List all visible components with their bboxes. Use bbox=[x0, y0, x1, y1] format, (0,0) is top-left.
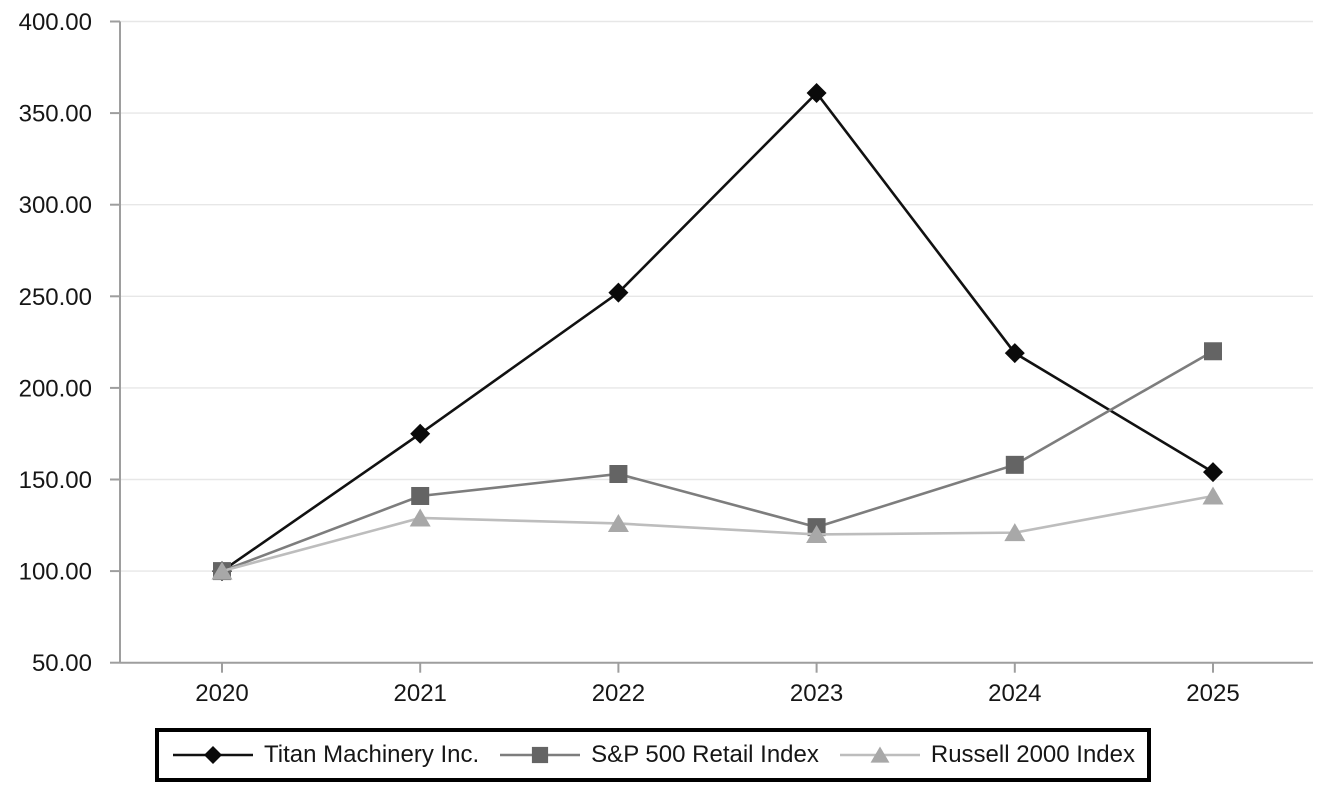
triangle-data-point-marker bbox=[1202, 486, 1224, 505]
legend-label-sp500-retail: S&P 500 Retail Index bbox=[591, 741, 819, 768]
series-line bbox=[221, 90, 1214, 573]
triangle-marker-icon bbox=[839, 746, 920, 763]
legend-label-titan-machinery: Titan Machinery Inc. bbox=[264, 741, 480, 768]
y-axis-tick-label: 200.00 bbox=[19, 375, 92, 402]
legend-item-titan-machinery: Titan Machinery Inc. bbox=[171, 741, 479, 769]
triangle-data-point-marker bbox=[607, 513, 629, 532]
x-axis-tick-label: 2025 bbox=[1186, 680, 1239, 707]
x-axis-tick-label: 2022 bbox=[592, 680, 645, 707]
triangle-legend-marker-icon bbox=[870, 746, 890, 763]
legend-label-russell-2000: Russell 2000 Index bbox=[930, 741, 1135, 768]
diamond-legend-marker-icon bbox=[204, 746, 222, 764]
line-chart-plot-area: 400.00 350.00 300.00 250.00 200.00 150.00 100.… bbox=[19, 9, 1313, 707]
square-legend-marker-icon bbox=[532, 746, 549, 764]
y-axis-tick-label: 350.00 bbox=[19, 101, 92, 128]
square-marker-icon bbox=[500, 746, 581, 764]
triangle-data-point-marker bbox=[409, 508, 431, 527]
x-axis-tick-label: 2023 bbox=[790, 680, 843, 707]
diamond-data-point-marker bbox=[1004, 343, 1025, 364]
diamond-data-point-marker bbox=[410, 423, 431, 444]
square-data-point-marker bbox=[609, 465, 628, 484]
series-line bbox=[221, 494, 1214, 573]
x-axis-tick-label: 2020 bbox=[195, 680, 248, 707]
square-data-point-marker bbox=[1005, 455, 1024, 474]
y-axis-tick-label: 250.00 bbox=[19, 284, 92, 311]
series-3-group bbox=[211, 486, 1224, 580]
y-axis-tick-label: 150.00 bbox=[19, 467, 92, 494]
triangle-data-point-marker bbox=[211, 561, 233, 580]
diamond-data-point-marker bbox=[806, 82, 827, 103]
triangle-data-point-marker bbox=[1004, 523, 1026, 542]
diamond-data-point-marker bbox=[1203, 462, 1223, 483]
chart-legend: Titan Machinery Inc. S&P 500 Retail Inde… bbox=[155, 728, 1151, 782]
y-axis-tick-label: 300.00 bbox=[19, 192, 92, 219]
diamond-marker-icon bbox=[173, 746, 253, 764]
diamond-data-point-marker bbox=[608, 282, 629, 303]
square-data-point-marker bbox=[1204, 342, 1222, 361]
y-axis-tick-label: 50.00 bbox=[32, 650, 92, 677]
square-data-point-marker bbox=[411, 486, 430, 505]
series-2-group bbox=[213, 342, 1222, 581]
x-axis-tick-label: 2021 bbox=[394, 680, 447, 707]
x-axis-tick-label: 2024 bbox=[988, 680, 1041, 707]
y-axis-tick-label: 100.00 bbox=[19, 559, 92, 586]
series-1-group bbox=[212, 82, 1223, 582]
y-axis-tick-label: 400.00 bbox=[19, 9, 92, 36]
legend-item-russell-2000: Russell 2000 Index bbox=[838, 741, 1135, 769]
series-line bbox=[221, 350, 1214, 573]
legend-item-sp500-retail: S&P 500 Retail Index bbox=[498, 741, 819, 769]
triangle-data-point-marker bbox=[806, 524, 828, 543]
